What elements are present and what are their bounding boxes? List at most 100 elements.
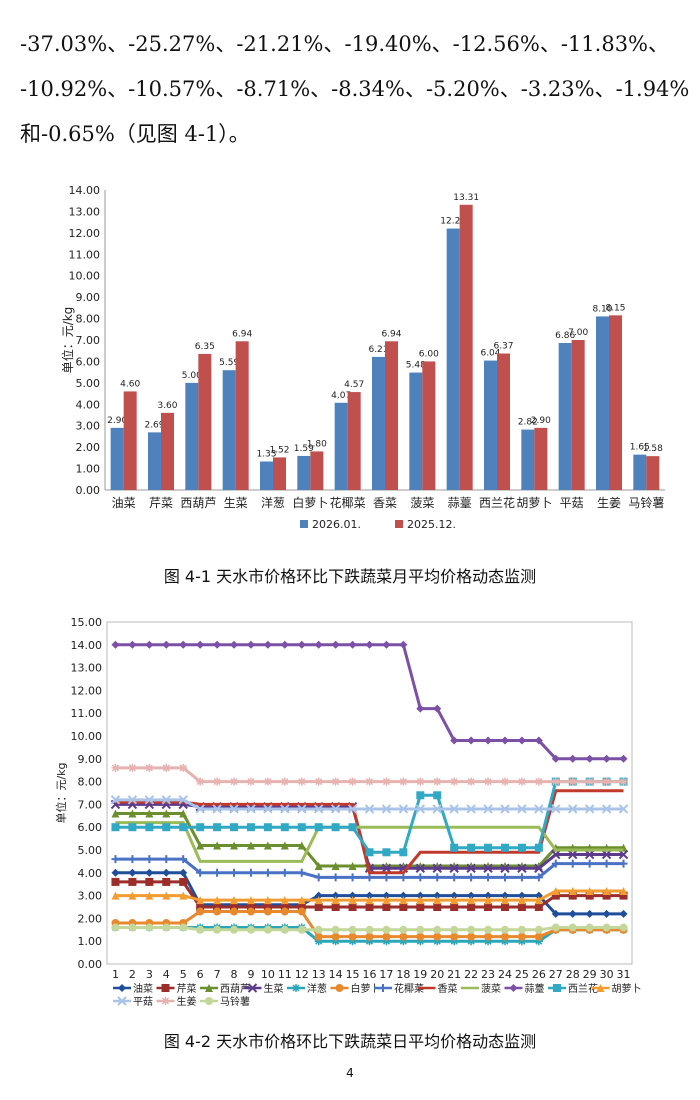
data-point	[246, 868, 255, 877]
data-label: 1.33	[256, 450, 276, 460]
data-point	[161, 984, 170, 992]
data-point	[280, 804, 290, 814]
data-point	[450, 903, 459, 911]
legend-swatch	[300, 520, 308, 528]
data-label: 2.82	[518, 418, 538, 428]
data-point	[382, 873, 391, 882]
data-point	[213, 907, 222, 916]
data-point	[551, 777, 560, 786]
data-point	[416, 891, 425, 900]
y-tick-label: 4.00	[76, 398, 101, 411]
data-point	[196, 925, 205, 934]
data-point	[347, 804, 358, 814]
x-tick-label: 马铃薯	[628, 495, 664, 510]
data-point	[111, 855, 120, 864]
data-point	[534, 777, 543, 786]
data-point	[517, 873, 526, 882]
data-point	[246, 841, 255, 850]
series-芹菜	[111, 877, 628, 911]
x-tick-label: 蒜薹	[448, 495, 472, 510]
data-point	[584, 849, 595, 860]
data-point	[467, 777, 476, 786]
data-point	[297, 640, 306, 649]
data-point	[484, 937, 493, 946]
data-point	[292, 984, 300, 992]
data-point	[162, 823, 171, 832]
data-point	[568, 909, 577, 918]
data-point	[416, 903, 425, 911]
data-point	[127, 795, 138, 805]
y-tick-label: 14.00	[69, 184, 101, 197]
data-point	[196, 640, 205, 649]
data-point	[128, 855, 137, 864]
x-tick-label: 平菇	[560, 496, 584, 510]
data-point	[246, 804, 256, 814]
data-point	[145, 891, 154, 900]
y-tick-label: 10.00	[69, 270, 101, 283]
data-point	[466, 863, 476, 873]
data-point	[128, 763, 137, 772]
data-point	[205, 984, 213, 992]
data-point	[517, 804, 527, 814]
data-point	[348, 932, 357, 941]
data-point	[162, 640, 171, 649]
intro-line-1: -37.03%、-25.27%、-21.21%、-19.40%、-12.56%、…	[20, 32, 670, 56]
legend-label: 芹菜	[177, 983, 197, 995]
data-point	[162, 809, 171, 818]
data-point	[246, 823, 255, 832]
data-point	[551, 923, 560, 932]
x-tick-label: 15	[346, 968, 360, 981]
data-point	[551, 849, 561, 860]
data-point	[449, 863, 459, 873]
data-point	[246, 777, 255, 786]
x-tick-label: 3	[146, 968, 153, 981]
series-菠菜	[115, 821, 624, 863]
legend-label: 白萝卜	[351, 982, 381, 995]
data-point	[348, 823, 357, 832]
data-point	[263, 777, 272, 786]
data-point	[230, 907, 239, 916]
data-point	[568, 891, 577, 900]
bar-chart-container: 0.00 1.00 2.00 3.00 4.00 5.00 6.00 7.00 8.00 9.00…	[60, 180, 680, 544]
x-tick-label: 6	[197, 968, 204, 981]
data-point	[314, 896, 323, 905]
data-point	[179, 868, 188, 877]
data-point	[162, 855, 171, 864]
data-point	[534, 937, 543, 946]
data-point	[297, 868, 306, 877]
data-label: 6.94	[232, 329, 252, 339]
data-point	[399, 925, 408, 934]
data-point	[179, 640, 188, 649]
data-point	[483, 804, 493, 814]
data-point	[450, 925, 459, 934]
y-tick-label: 14.00	[71, 639, 103, 652]
x-tick-label: 西兰花	[479, 495, 515, 510]
data-point	[280, 823, 289, 832]
bar-2025.12.-芹菜	[161, 412, 174, 490]
data-point	[297, 925, 306, 934]
intro-line-2: -10.92%、-10.57%、-8.71%、-8.34%、-5.20%、-3.…	[20, 77, 690, 101]
data-point	[568, 859, 577, 868]
data-point	[382, 896, 391, 905]
y-tick-label: 4.00	[78, 867, 103, 880]
series-蒜薹	[111, 640, 628, 763]
data-point	[111, 868, 120, 877]
data-point	[297, 903, 306, 911]
data-label: 6.04	[480, 349, 500, 359]
y-tick-label: 9.00	[78, 753, 103, 766]
data-point	[450, 891, 459, 900]
legend-label: 生姜	[177, 995, 197, 1008]
data-point	[568, 777, 577, 786]
data-point	[348, 937, 357, 946]
x-tick-label: 17	[379, 968, 393, 981]
data-point	[314, 777, 323, 786]
y-tick-label: 11.00	[69, 248, 101, 261]
data-point	[399, 848, 408, 857]
data-point	[365, 873, 374, 882]
data-point	[348, 925, 357, 934]
bar-2026.01.-马铃薯	[633, 454, 647, 490]
data-point	[500, 891, 509, 900]
data-point	[145, 868, 154, 877]
y-tick-label: 15.00	[71, 616, 103, 629]
data-point	[517, 925, 526, 934]
